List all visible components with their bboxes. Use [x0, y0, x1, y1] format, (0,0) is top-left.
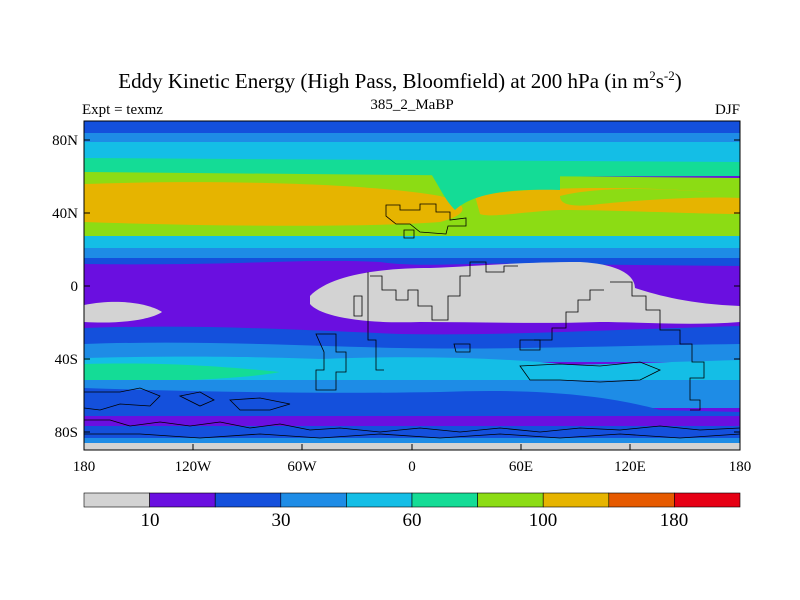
- experiment-label: Expt = texmz: [82, 102, 163, 118]
- x-tick-label: 60E: [509, 459, 533, 475]
- colorbar-label: 30: [272, 510, 291, 531]
- band: [430, 172, 560, 210]
- y-tick-label: 0: [71, 279, 79, 295]
- colorbar-swatch: [280, 492, 347, 508]
- x-tick-label: 60W: [287, 459, 317, 475]
- colorbar-labels: 10 30 60 100 180: [141, 510, 689, 531]
- field-layer: [84, 121, 740, 450]
- band: [560, 189, 740, 206]
- x-tick-label: 180: [73, 459, 96, 475]
- x-tick-label: 120E: [614, 459, 646, 475]
- colorbar-swatch: [346, 492, 413, 508]
- y-tick-label: 80S: [55, 425, 78, 441]
- band: [84, 426, 740, 440]
- x-tick-labels: 180 120W 60W 0 60E 120E 180: [73, 459, 752, 475]
- low-region-central: [310, 262, 740, 324]
- colorbar-swatch: [149, 492, 216, 508]
- colorbar-swatch: [674, 492, 741, 508]
- colorbar-swatch: [214, 492, 282, 508]
- band: [84, 388, 740, 420]
- colorbar-label: 60: [403, 510, 422, 531]
- band: [84, 133, 740, 143]
- colorbar-swatch: [477, 492, 544, 508]
- case-label: 385_2_MaBP: [370, 97, 454, 113]
- x-tick-label: 0: [408, 459, 416, 475]
- season-label: DJF: [714, 102, 740, 118]
- y-tick-label: 40S: [55, 352, 78, 368]
- colorbar: [83, 492, 741, 508]
- colorbar-label: 100: [529, 510, 558, 531]
- y-tick-label: 80N: [52, 133, 78, 149]
- y-tick-label: 40N: [52, 206, 78, 222]
- colorbar-label: 180: [660, 510, 689, 531]
- storm-track-south-pacific: [84, 363, 280, 382]
- x-tick-label: 120W: [175, 459, 213, 475]
- low-region-west: [84, 301, 162, 323]
- y-tick-marks: [84, 139, 740, 433]
- x-tick-marks: [83, 444, 741, 450]
- colorbar-swatch: [411, 492, 478, 508]
- coastlines: [83, 203, 741, 439]
- colorbar-swatch: [608, 492, 675, 508]
- band: [300, 357, 740, 386]
- jet-core-atlantic: [84, 182, 463, 226]
- colorbar-swatch: [83, 492, 150, 508]
- colorbar-label: 10: [141, 510, 160, 531]
- y-tick-labels: 80N 40N 0 40S 80S: [52, 133, 78, 441]
- x-tick-label: 180: [729, 459, 752, 475]
- band: [84, 158, 740, 178]
- chart-title: Eddy Kinetic Energy (High Pass, Bloomfie…: [118, 68, 682, 93]
- colorbar-swatch: [542, 492, 610, 508]
